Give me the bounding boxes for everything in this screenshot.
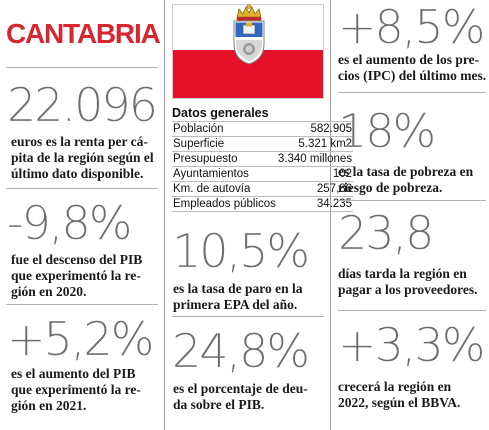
stat-value: +8,5% xyxy=(338,0,486,54)
general-data-table: Población 582.905 Superficie 5.321 km2 Pre… xyxy=(172,121,354,212)
stat-description: euros es la renta per cá- pita de la reg… xyxy=(11,134,163,182)
stat-description: crecerá la región en 2022, según el BBVA… xyxy=(338,379,488,411)
stat-value: 10,5% xyxy=(172,224,310,278)
separator xyxy=(172,316,324,317)
separator xyxy=(6,67,158,68)
desc-line: pita de la región según el xyxy=(11,150,154,165)
table-row: Presupuesto 3.340 millones xyxy=(172,151,354,167)
table-row: Empleados públicos 34.235 xyxy=(172,196,354,212)
row-label: Ayuntamientos xyxy=(172,166,277,182)
stat-value: 22.096 xyxy=(7,78,158,132)
separator xyxy=(338,310,486,311)
separator xyxy=(338,200,486,201)
desc-line: último dato disponible. xyxy=(11,166,144,181)
desc-line: primera EPA del año. xyxy=(173,297,298,312)
desc-line: riesgo de pobreza. xyxy=(338,180,443,195)
separator xyxy=(338,92,486,93)
desc-line: cios (IPC) del último mes. xyxy=(338,68,487,83)
stat-value: 24,8% xyxy=(172,324,310,378)
desc-line: es el porcentaje de deu- xyxy=(173,381,308,396)
table-row: Población 582.905 xyxy=(172,121,354,137)
row-value: 3.340 millones xyxy=(276,151,354,167)
region-flag xyxy=(172,4,324,99)
stat-value: 23,8 xyxy=(338,206,435,260)
row-value: 5.321 km2 xyxy=(276,136,354,152)
row-label: Superficie xyxy=(172,136,277,152)
stat-description: es el porcentaje de deu- da sobre el PIB… xyxy=(173,381,328,413)
column-divider-right xyxy=(330,0,331,430)
row-label: Km. de autovía xyxy=(172,181,277,197)
stat-value: -9,8% xyxy=(7,196,133,250)
row-label: Población xyxy=(172,121,277,137)
desc-line: es el aumento de los pre- xyxy=(338,52,480,67)
row-label: Presupuesto xyxy=(172,151,277,167)
table-row: Ayuntamientos 102 xyxy=(172,166,354,182)
row-value: 102 xyxy=(276,166,354,182)
desc-line: pagar a los proveedores. xyxy=(338,282,478,297)
desc-line: que experimentó la re- xyxy=(11,268,141,283)
stat-description: es el aumento de los pre- cios (IPC) del… xyxy=(338,52,488,84)
desc-line: es el aumento del PIB xyxy=(11,366,136,381)
table-row: Superficie 5.321 km2 xyxy=(172,136,354,152)
desc-line: días tarda la región en xyxy=(338,266,467,281)
coat-of-arms-icon xyxy=(233,4,265,65)
desc-line: es la tasa de paro en la xyxy=(173,281,303,296)
stat-value: +5,2% xyxy=(7,312,155,366)
desc-line: gión en 2020. xyxy=(11,284,87,299)
stat-description: es la tasa de paro en la primera EPA del… xyxy=(173,281,328,313)
row-value: 582.905 xyxy=(276,121,354,137)
desc-line: fue el descenso del PIB xyxy=(11,252,143,267)
stat-description: fue el descenso del PIB que experimentó … xyxy=(11,252,163,300)
stat-description: es la tasa de pobreza en riesgo de pobre… xyxy=(338,164,488,196)
stat-description: es el aumento del PIB que experimentó la… xyxy=(11,366,163,414)
desc-line: gión en 2021. xyxy=(11,398,87,413)
stat-description: días tarda la región en pagar a los prov… xyxy=(338,266,488,298)
region-title: CANTABRIA xyxy=(6,18,161,49)
desc-line: que experimentó la re- xyxy=(11,382,141,397)
desc-line: 2022, según el BBVA. xyxy=(338,395,461,410)
desc-line: euros es la renta per cá- xyxy=(11,134,148,149)
desc-line: es la tasa de pobreza en xyxy=(338,164,474,179)
stat-value: +3,3% xyxy=(338,318,486,372)
row-label: Empleados públicos xyxy=(172,196,277,212)
desc-line: crecerá la región en xyxy=(338,379,452,394)
separator xyxy=(6,188,158,189)
row-value: 257,86 xyxy=(276,181,354,197)
table-row: Km. de autovía 257,86 xyxy=(172,181,354,197)
separator xyxy=(6,304,158,305)
row-value: 34.235 xyxy=(276,196,354,212)
general-data-title: Datos generales xyxy=(172,106,269,120)
column-divider-left xyxy=(164,0,165,430)
stat-value: 18% xyxy=(338,104,436,158)
desc-line: da sobre el PIB. xyxy=(173,397,265,412)
